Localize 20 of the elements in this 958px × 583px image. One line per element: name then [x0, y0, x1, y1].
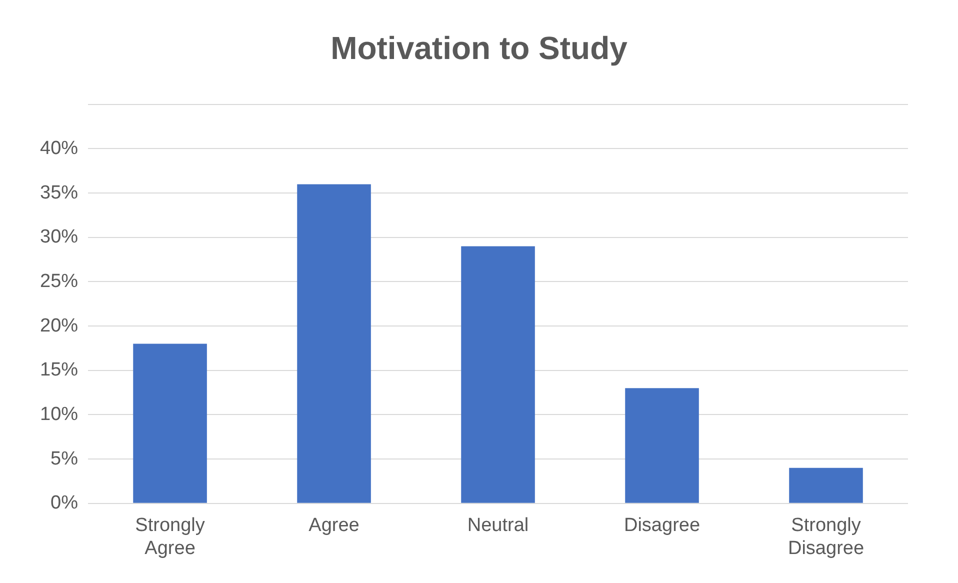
y-tick-label: 0%: [50, 492, 78, 514]
x-tick-label: Neutral: [467, 515, 529, 536]
y-tick-label: 30%: [40, 226, 78, 248]
x-tick-label: Agree: [308, 515, 360, 536]
bar: [297, 184, 371, 503]
y-tick-label: 20%: [40, 315, 78, 336]
x-tick-label: Strongly Disagree: [788, 515, 864, 559]
bar: [461, 246, 535, 503]
y-tick-label: 10%: [40, 404, 78, 425]
x-tick-label: Disagree: [624, 515, 700, 536]
bar: [133, 344, 207, 503]
y-tick-label: 40%: [40, 138, 78, 159]
x-tick-label: Strongly Agree: [135, 515, 206, 559]
y-tick-label: 35%: [40, 182, 78, 204]
chart-title: Motivation to Study: [330, 30, 628, 67]
bar: [789, 468, 863, 503]
y-tick-label: 25%: [40, 270, 78, 292]
y-tick-label: 15%: [40, 360, 78, 381]
y-tick-label: 5%: [50, 448, 78, 470]
bar: [625, 388, 699, 503]
